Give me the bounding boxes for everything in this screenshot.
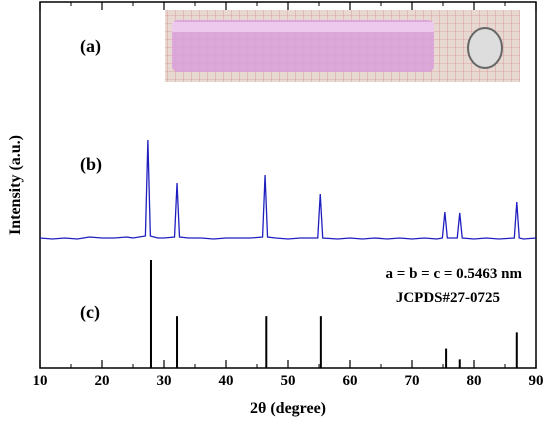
x-tick-label: 10 bbox=[33, 373, 48, 389]
x-tick-label: 60 bbox=[343, 373, 358, 389]
annotation: JCPDS#27-0725 bbox=[396, 290, 500, 306]
x-tick-label: 90 bbox=[529, 373, 544, 389]
x-tick-label: 30 bbox=[157, 373, 172, 389]
panel-label: (c) bbox=[80, 302, 100, 323]
photo-inset bbox=[165, 10, 520, 82]
x-tick-label: 70 bbox=[405, 373, 420, 389]
x-tick-label: 80 bbox=[467, 373, 482, 389]
x-axis-label: 2θ (degree) bbox=[250, 400, 326, 417]
diffraction-pattern bbox=[39, 139, 537, 240]
x-tick-label: 40 bbox=[219, 373, 234, 389]
y-axis-label: Intensity (a.u.) bbox=[7, 135, 24, 235]
x-tick-label: 50 bbox=[281, 373, 296, 389]
x-tick-label: 20 bbox=[95, 373, 110, 389]
panel-label: (b) bbox=[80, 154, 102, 175]
panel-label: (a) bbox=[80, 36, 101, 57]
annotation: a = b = c = 0.5463 nm bbox=[386, 266, 523, 282]
